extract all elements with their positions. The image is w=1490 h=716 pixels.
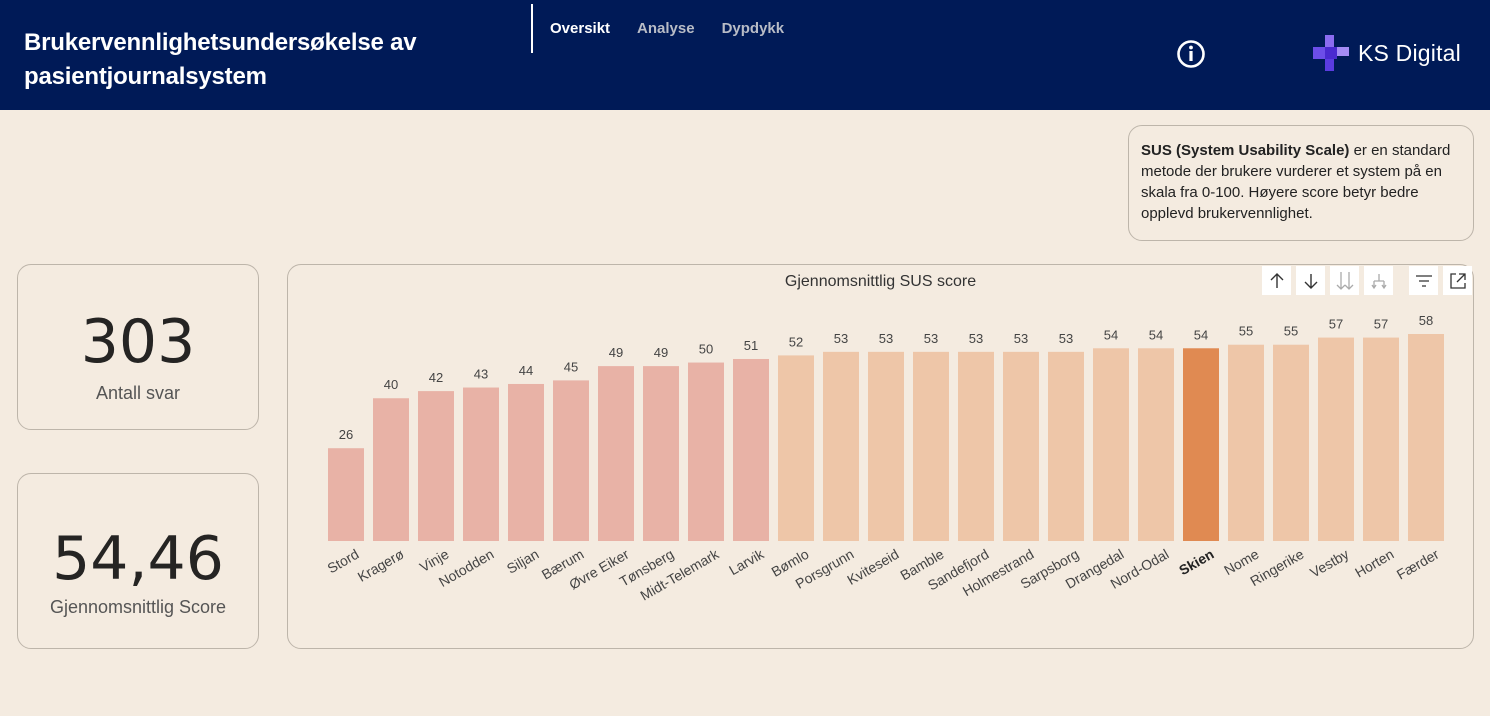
bar-sandefjord[interactable] <box>958 351 994 541</box>
bar-vinje[interactable] <box>418 391 454 541</box>
bar-nome[interactable] <box>1228 344 1264 541</box>
focus-mode-icon[interactable] <box>1443 266 1472 295</box>
expand-hierarchy-icon[interactable] <box>1364 266 1393 295</box>
info-icon[interactable] <box>1176 39 1206 69</box>
x-tick-label: Vestby <box>1307 546 1351 581</box>
x-tick-label: Horten <box>1352 546 1396 581</box>
bar-ringerike[interactable] <box>1273 344 1309 541</box>
bar-sarpsborg[interactable] <box>1048 351 1084 541</box>
kpi-card-responses: 303 Antall svar <box>17 264 259 430</box>
tab-analyse[interactable]: Analyse <box>637 20 695 37</box>
chart-toolbar-sort <box>1262 266 1393 296</box>
sus-description-box: SUS (System Usability Scale) er en stand… <box>1128 125 1474 241</box>
x-tick-label: Kviteseid <box>844 546 901 588</box>
bar-bømlo[interactable] <box>778 355 814 541</box>
tab-oversikt[interactable]: Oversikt <box>550 20 611 37</box>
data-label: 55 <box>1284 324 1298 339</box>
x-tick-label: Larvik <box>726 545 767 578</box>
tab-dypdykk[interactable]: Dypdykk <box>721 20 785 37</box>
data-label: 42 <box>429 370 443 385</box>
kpi-average-value: 54,46 <box>52 524 224 594</box>
bar-stord[interactable] <box>328 448 364 541</box>
bar-kviteseid[interactable] <box>868 351 904 541</box>
page-title: Brukervennlighetsundersøkelse av pasient… <box>24 29 417 90</box>
kpi-card-average-score: 54,46 Gjennomsnittlig Score <box>17 473 259 649</box>
data-label: 40 <box>384 377 398 392</box>
kpi-responses-label: Antall svar <box>95 383 181 403</box>
x-tick-label: Siljan <box>504 546 542 577</box>
bar-vestby[interactable] <box>1318 337 1354 541</box>
data-label: 57 <box>1329 317 1343 332</box>
data-label: 43 <box>474 367 488 382</box>
data-label: 53 <box>1059 331 1073 346</box>
double-arrow-down-icon[interactable] <box>1330 266 1359 295</box>
data-label: 49 <box>654 345 668 360</box>
bar-holmestrand[interactable] <box>1003 351 1039 541</box>
sus-chart-card: Gjennomsnittlig SUS score 26 Stord 40 Krage… <box>287 264 1474 649</box>
x-tick-label: Skien <box>1176 546 1216 579</box>
data-label: 52 <box>789 334 803 349</box>
data-label: 53 <box>879 331 893 346</box>
bar-nord-odal[interactable] <box>1138 348 1174 541</box>
arrow-up-icon[interactable] <box>1262 266 1291 295</box>
chart-title: Gjennomsnittlig SUS score <box>784 273 977 290</box>
data-label: 53 <box>834 331 848 346</box>
bar-skien[interactable] <box>1183 348 1219 541</box>
bar-siljan[interactable] <box>508 383 544 541</box>
header-divider <box>531 4 533 53</box>
bar-bærum[interactable] <box>553 380 589 541</box>
data-label: 57 <box>1374 317 1388 332</box>
data-label: 55 <box>1239 324 1253 339</box>
ks-logo-icon <box>1313 35 1349 71</box>
header-bar: Brukervennlighetsundersøkelse av pasient… <box>0 0 1490 110</box>
data-label: 58 <box>1419 313 1433 328</box>
bar-midt-telemark[interactable] <box>688 362 724 541</box>
data-label: 49 <box>609 345 623 360</box>
bar-chart-svg: 26Stord40Kragerø42Vinje43Notodden44Silja… <box>325 313 1444 604</box>
data-label: 50 <box>699 342 713 357</box>
data-label: 53 <box>969 331 983 346</box>
data-label: 53 <box>1014 331 1028 346</box>
filter-icon[interactable] <box>1409 266 1438 295</box>
arrow-down-icon[interactable] <box>1296 266 1325 295</box>
bar-porsgrunn[interactable] <box>823 351 859 541</box>
data-label: 54 <box>1104 327 1118 342</box>
bar-notodden[interactable] <box>463 387 499 541</box>
bar-færder[interactable] <box>1408 334 1444 541</box>
data-label: 45 <box>564 359 578 374</box>
data-label: 53 <box>924 331 938 346</box>
sus-description-bold: SUS (System Usability Scale) <box>1141 142 1350 159</box>
bar-tønsberg[interactable] <box>643 366 679 541</box>
bar-larvik[interactable] <box>733 358 769 541</box>
kpi-responses-value: 303 <box>80 307 196 377</box>
logo-text: KS Digital <box>1358 39 1461 66</box>
sus-description-text: er en standard metode der brukere vurder… <box>1141 142 1451 222</box>
bar-drangedal[interactable] <box>1093 348 1129 541</box>
data-label: 26 <box>339 427 353 442</box>
bar-kragerø[interactable] <box>373 398 409 541</box>
data-label: 51 <box>744 338 758 353</box>
x-tick-label: Kragerø <box>355 546 407 585</box>
ks-digital-logo: KS Digital <box>1312 34 1461 72</box>
chart-toolbar-view <box>1409 266 1472 296</box>
x-tick-label: Færder <box>1394 546 1442 583</box>
kpi-average-label: Gjennomsnittlig Score <box>49 597 227 617</box>
bar-bamble[interactable] <box>913 351 949 541</box>
bar-øvre eiker[interactable] <box>598 366 634 541</box>
bar-horten[interactable] <box>1363 337 1399 541</box>
data-label: 54 <box>1194 327 1208 342</box>
data-label: 44 <box>519 363 533 378</box>
data-label: 54 <box>1149 327 1163 342</box>
nav-tabs: Oversikt Analyse Dypdykk <box>550 20 784 37</box>
